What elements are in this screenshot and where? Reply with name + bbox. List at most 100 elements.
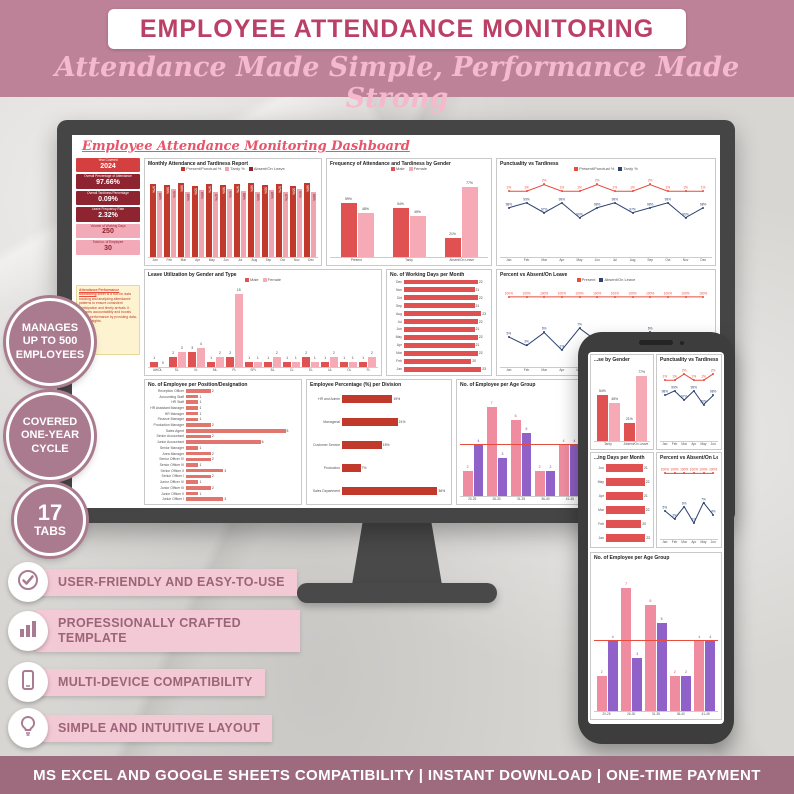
line-value-label: 2% (681, 368, 687, 373)
bar-value-label: 54% (598, 389, 606, 394)
chart-legend: Male Female (148, 277, 378, 283)
hbar-fill (342, 440, 382, 449)
hbar-row: Jun 21 (594, 461, 650, 475)
hbar-plot: Dec 22 Nov 21 Oct 22 Sep 21 Aug 23 Jul 22 Jun 21 May 22… (390, 278, 488, 373)
hbar-value: 6 (261, 440, 264, 445)
x-axis-label: Mar (180, 258, 187, 263)
hbar-row: Accounting Staff 1 (148, 394, 298, 400)
line-point (525, 190, 528, 193)
bar: 86% (254, 192, 260, 258)
bar-value-label: 4 (562, 439, 565, 444)
hbar-fill (186, 491, 199, 496)
legend-label: Absent/On Leave (253, 166, 285, 171)
line-point (525, 201, 528, 204)
bar: 1 (254, 356, 262, 368)
bar: 89% (268, 190, 274, 258)
bar-group: 97% 88% (234, 173, 246, 258)
chart-title: Percent vs Absent/On Leave (500, 272, 568, 278)
x-axis-label: 36-40 (676, 712, 685, 717)
bar: 90% (170, 189, 176, 258)
hbar-track: 1 (186, 411, 298, 417)
footer-banner: MS EXCEL AND GOOGLE SHEETS COMPATIBILITY… (0, 756, 794, 794)
x-axis-label: Jan (662, 540, 668, 545)
line-point (525, 344, 528, 347)
line-point (684, 216, 687, 219)
hbar-row: HR Assistant Manager 1 (148, 405, 298, 411)
hbar-row: Managerial 21% (310, 411, 448, 434)
bar-value-label: 87% (213, 193, 218, 201)
hbar-fill (606, 520, 642, 528)
bar-value-label: 1 (248, 356, 251, 361)
line-point (596, 295, 599, 298)
panel-position: No. of Employee per Position/Designation… (144, 379, 302, 505)
bar-value-label: 7 (490, 401, 493, 406)
x-axis-label: FL (366, 368, 371, 373)
hbar-value: 22 (478, 319, 483, 324)
bar: 48% (357, 207, 374, 258)
hbar-track: 3 (186, 468, 298, 474)
hbar-value: 19% (393, 397, 401, 402)
bar-value-label: 1 (362, 356, 365, 361)
chart-title: Frequency of Attendance and Tardiness by… (330, 161, 451, 167)
legend-swatch (262, 278, 267, 283)
hbar-value: 2 (211, 485, 214, 490)
hbar-track: 21 (404, 302, 488, 310)
line-value-label: 2% (594, 178, 600, 183)
x-axis-labels: Jan Feb Mar Apr May Jun Jul Aug Sep Oct Nov Dec (500, 258, 712, 263)
line-value-label: 1% (577, 185, 582, 190)
x-axis-label: 26-30 (492, 497, 501, 502)
hbar-label: Junior Officer II (161, 491, 184, 496)
hbar-row: Senior Accountant 2 (148, 434, 298, 440)
bar-value-label: 2 (685, 669, 687, 674)
x-axis-label: Jul (238, 258, 243, 263)
hbar-row: Jun 21 (390, 326, 488, 334)
legend-item: Present/Punctual % (574, 166, 614, 172)
hbar-value: 1 (199, 405, 202, 410)
bar: 1 (245, 356, 253, 368)
x-axis-label: Tardy (604, 442, 612, 447)
hbar-fill (606, 464, 643, 472)
hbar-track: 23 (404, 310, 488, 318)
bar: 4 (473, 439, 484, 497)
legend-item: Present/Punctual % (181, 166, 221, 172)
feature-banner: PROFESSIONALLY CRAFTED TEMPLATE (36, 610, 300, 652)
x-axis-label: Aug (629, 258, 636, 263)
hbar-label: Senior Officer II (160, 468, 185, 473)
line-point (692, 379, 695, 382)
bar: 59% (340, 197, 357, 258)
hbar-track: 20 (606, 517, 650, 531)
hbar-fill (606, 534, 646, 542)
bar: 2 (169, 351, 177, 368)
chart-title: No. of Employee per Age Group (594, 555, 670, 561)
line-point (673, 517, 676, 520)
bar: 4 (705, 635, 716, 712)
hbar-row: Jul 22 (390, 318, 488, 326)
x-axis-label: Apr (691, 540, 697, 545)
line-value-label: 99% (690, 385, 698, 390)
x-axis-label: May (700, 540, 707, 545)
bar: 96% (164, 184, 170, 258)
line-svg (660, 466, 718, 539)
line-value-label: 100% (504, 291, 513, 296)
hbar-label: Junior Officer I (162, 497, 184, 502)
feature-banner: SIMPLE AND INTUITIVE LAYOUT (36, 714, 273, 742)
hbar-label: HR Assistant Manager (150, 405, 184, 410)
bar: 2 (462, 465, 473, 497)
bar: 45% (609, 397, 621, 442)
bar-value-label: 90% (227, 191, 232, 199)
bar: 87% (282, 191, 288, 258)
hbar-row: HR and Admin 19% (310, 388, 448, 411)
line-value-label: 1% (672, 374, 677, 379)
bar-value-label: 88% (241, 192, 246, 200)
phone-mockup: ...se by Gender 54% 45% 21% 77% Tardy Absent/… (578, 332, 734, 744)
bar: 2 (534, 465, 545, 497)
hbar-fill (404, 366, 482, 372)
badge-label: TABS (34, 524, 66, 538)
hbar-value: 22 (478, 335, 483, 340)
hbar-track: 2 (186, 485, 298, 491)
bar-value-label: 1 (256, 356, 259, 361)
bar-value-label: 6 (514, 413, 517, 418)
